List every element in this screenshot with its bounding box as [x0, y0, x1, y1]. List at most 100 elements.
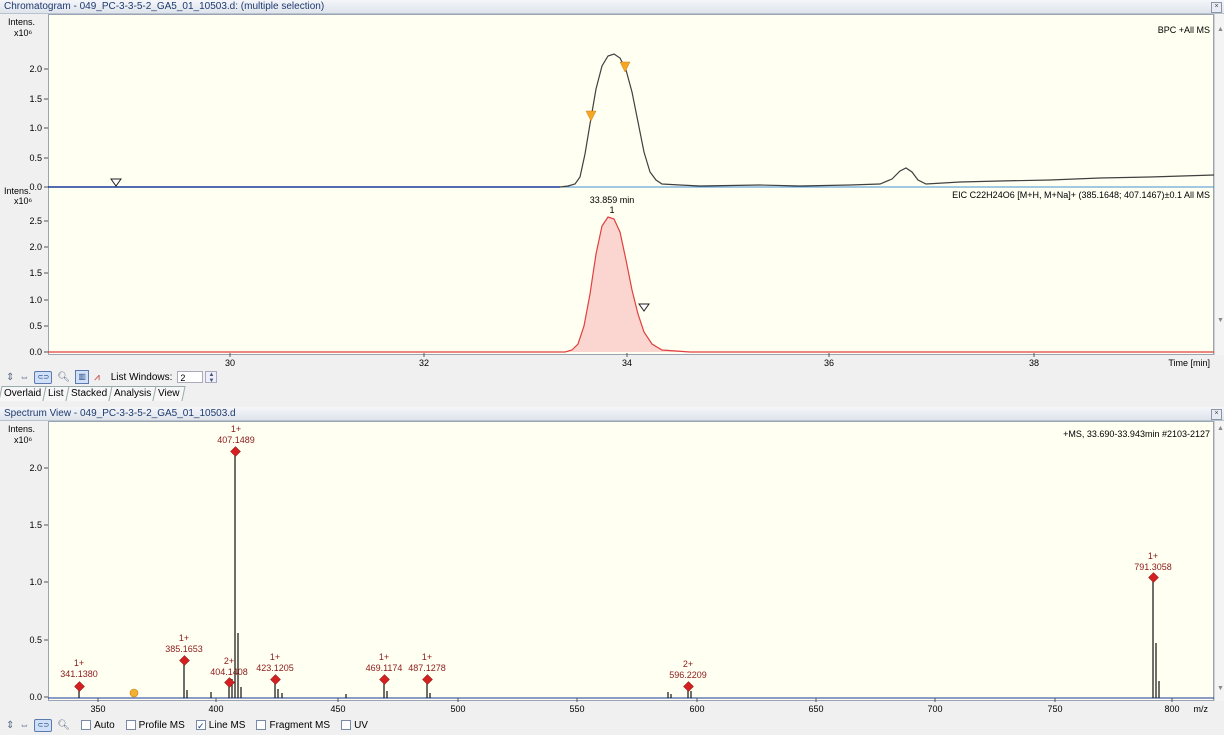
spectrum-plot-area[interactable] [48, 421, 1214, 701]
spectrum-x-tick: 550 [569, 704, 584, 714]
peak-mz: 385.1653 [165, 644, 203, 654]
scroll-up-icon[interactable]: ▲ [1217, 26, 1224, 33]
spectrum-ytick: 1.0 [29, 577, 42, 587]
tab-analysis[interactable]: Analysis [108, 386, 157, 401]
peak-marker [224, 677, 235, 688]
navigate-back-icon[interactable]: ⇕ [6, 371, 15, 383]
peak-marker [1148, 572, 1159, 583]
checkbox-box[interactable] [81, 720, 92, 730]
trace2-ytick: 1.0 [29, 295, 42, 305]
trace1-ytick: 2.0 [29, 64, 42, 74]
checkbox-box[interactable] [341, 720, 352, 730]
link-icon[interactable]: ⊂⊃ [34, 370, 53, 384]
checkmark-icon[interactable]: ✓ [195, 720, 206, 731]
peak-number-label: 1 [609, 205, 614, 215]
spectrum-label: +MS, 33.690-33.943min #2103-2127 [1063, 429, 1210, 439]
trace1-y-label: Intens. [8, 17, 35, 27]
peak-marker [270, 674, 281, 685]
checkbox-box[interactable] [125, 720, 136, 730]
spectrum-ytick: 1.5 [29, 520, 42, 530]
chromatogram-tabs: Overlaid List Stacked Analysis View [0, 386, 186, 401]
peak-charge: 1+ [379, 652, 389, 662]
peak-marker [683, 681, 694, 692]
spectrum-lines [78, 451, 1160, 698]
spectrum-x-tick: 450 [330, 704, 345, 714]
trace2-y-label: Intens. [4, 186, 31, 196]
checkbox-line-ms[interactable]: ✓ Line MS [195, 719, 246, 731]
trace2-ytick: 0.5 [29, 321, 42, 331]
x-tick: 36 [824, 358, 834, 368]
eic-trace [48, 216, 1214, 353]
peak-icon[interactable]: ⩘ [94, 371, 100, 383]
trace2-label: EIC C22H24O6 [M+H, M+Na]+ (385.1648; 407… [952, 190, 1210, 200]
spectrum-x-tick: 650 [808, 704, 823, 714]
x-tick: 38 [1029, 358, 1039, 368]
navigate-horizontal-icon[interactable]: ⇔ [19, 371, 30, 383]
peak-markers [74, 446, 1159, 692]
peak-mz: 423.1205 [256, 663, 294, 673]
tab-stacked[interactable]: Stacked [65, 386, 113, 401]
peak-mz: 407.1489 [217, 435, 255, 445]
spectrum-y-label: Intens. [8, 424, 35, 434]
zoom-icon[interactable]: 🔍︎ [57, 719, 71, 731]
spectrum-toolbar: ⇕ ⇔ ⊂⊃ 🔍︎ Auto Profile MS ✓ Line MS Fragm… [0, 717, 1224, 733]
spectrum-xticks: 350 400 450 500 550 600 650 700 750 800 [90, 698, 1180, 714]
navigate-horizontal-icon[interactable]: ⇔ [19, 719, 30, 731]
eic-trace-fill [565, 217, 715, 352]
spectrum-x-unit: m/z [1194, 704, 1209, 714]
spectrum-x-tick: 400 [208, 704, 223, 714]
tab-overlaid[interactable]: Overlaid [0, 386, 47, 401]
trace1-label: BPC +All MS [1158, 25, 1210, 35]
scroll-down-icon[interactable]: ▼ [1217, 685, 1224, 692]
trace1-ytick: 1.5 [29, 94, 42, 104]
bpc-trace [559, 53, 1214, 188]
peak-marker [230, 446, 241, 457]
peak-charge: 1+ [179, 633, 189, 643]
chromatogram-scrollbar[interactable]: ▲ ▼ [1214, 14, 1224, 355]
peak-end-marker [619, 61, 631, 73]
peak-charge: 2+ [224, 656, 234, 666]
peak-charge: 1+ [74, 658, 84, 668]
link-icon[interactable]: ⊂⊃ [34, 718, 53, 732]
checkbox-auto[interactable]: Auto [81, 720, 115, 731]
spectrum-ytick: 0.0 [29, 692, 42, 702]
peak-mz: 469.1174 [366, 663, 403, 673]
spectrum-scrollbar[interactable]: ▲ ▼ [1214, 421, 1224, 701]
trace2-ytick: 1.5 [29, 268, 42, 278]
close-icon[interactable]: × [1211, 2, 1222, 13]
close-icon[interactable]: × [1211, 409, 1222, 420]
trace2-yticks: 0.0 0.5 1.0 1.5 2.0 2.5 [29, 216, 48, 357]
trace2-ytick: 2.5 [29, 216, 42, 226]
spectrum-x-tick: 800 [1164, 704, 1179, 714]
peak-marker [74, 681, 85, 692]
spinner-arrows-icon[interactable]: ▲ ▼ [205, 371, 218, 384]
list-windows-label: List Windows: [110, 371, 173, 383]
zoom-icon[interactable]: 🔍︎ [57, 371, 71, 383]
peak-mz: 341.1380 [60, 669, 98, 679]
checkbox-profile-ms[interactable]: Profile MS [125, 720, 185, 731]
checkbox-fragment-ms[interactable]: Fragment MS [256, 720, 330, 731]
trace1-yticks: 0.0 0.5 1.0 1.5 2.0 [29, 64, 48, 192]
trace1-ytick: 0.0 [29, 182, 42, 192]
list-windows-value[interactable]: 2 [177, 371, 204, 383]
tab-view[interactable]: View [152, 386, 186, 401]
chromatogram-svg: Intens. x10⁶ BPC +All MS 0.0 0.5 1.0 1.5… [4, 17, 1214, 368]
trace1-ytick: 0.5 [29, 153, 42, 163]
x-tick: 32 [419, 358, 429, 368]
spectrum-ytick: 0.5 [29, 635, 42, 645]
checkbox-uv[interactable]: UV [341, 720, 368, 731]
peak-charge: 1+ [231, 424, 241, 434]
chromatogram-toolbar: ⇕ ⇔ ⊂⊃ 🔍︎ ▥ ⩘ List Windows: 2 ▲ ▼ [0, 369, 1224, 385]
spectrum-x-tick: 350 [90, 704, 105, 714]
chromatogram-xticks: 30 32 34 36 38 [225, 353, 1039, 368]
checkbox-box[interactable] [256, 720, 267, 730]
chart-view-icon[interactable]: ▥ [75, 370, 90, 384]
peak-mz: 791.3058 [1134, 562, 1172, 572]
scroll-down-icon[interactable]: ▼ [1217, 317, 1224, 324]
trace1-marker [110, 178, 122, 187]
scroll-up-icon[interactable]: ▲ [1217, 425, 1224, 432]
precursor-marker [129, 688, 139, 698]
trace2-ytick: 0.0 [29, 347, 42, 357]
navigate-back-icon[interactable]: ⇕ [6, 719, 15, 731]
list-windows-spinner[interactable]: 2 ▲ ▼ [177, 371, 218, 384]
